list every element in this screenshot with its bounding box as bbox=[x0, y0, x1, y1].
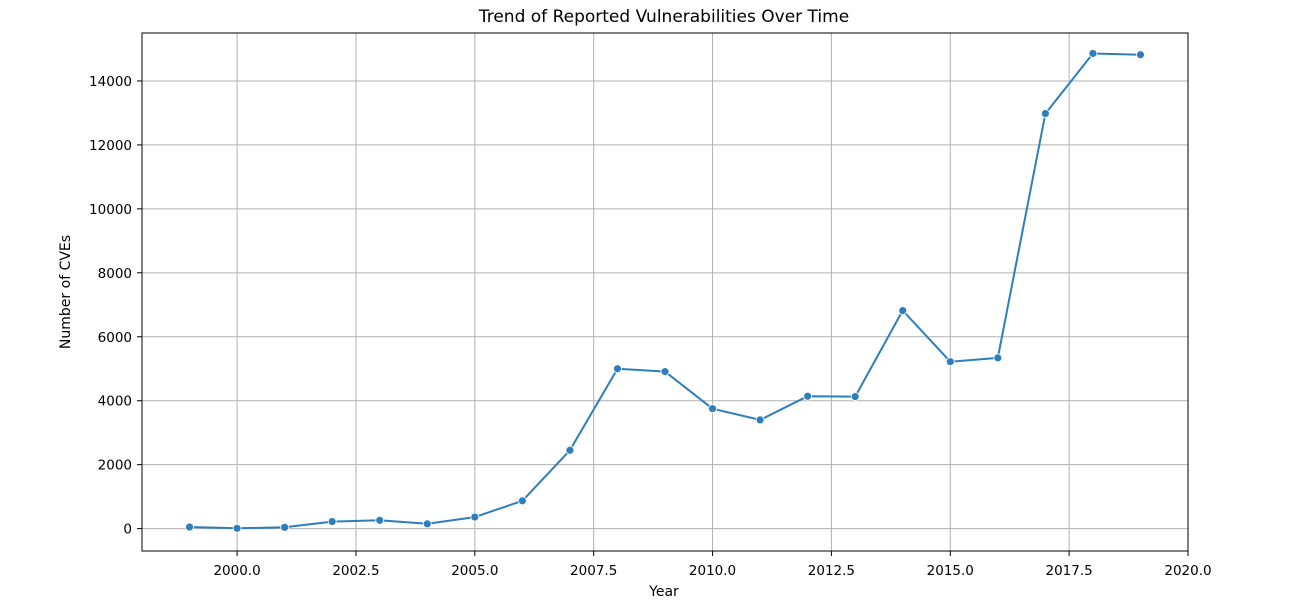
data-point bbox=[1088, 49, 1098, 58]
data-point bbox=[803, 391, 813, 401]
data-point bbox=[660, 367, 670, 377]
y-tick-label: 10000 bbox=[89, 202, 132, 218]
y-tick-label: 12000 bbox=[89, 138, 132, 154]
y-axis-label: Number of CVEs bbox=[58, 235, 74, 349]
y-tick-label: 4000 bbox=[98, 394, 132, 410]
x-tick-label: 2002.5 bbox=[332, 563, 379, 579]
x-tick-label: 2020.0 bbox=[1164, 563, 1211, 579]
y-axis-ticks: 0 2000 4000 6000 8000 10000 12000 14000 bbox=[89, 74, 142, 538]
x-tick-label: 2012.5 bbox=[808, 563, 855, 579]
chart-title: Trend of Reported Vulnerabilities Over T… bbox=[478, 7, 849, 27]
markers-layer bbox=[185, 49, 1145, 533]
data-point bbox=[517, 496, 527, 506]
gridlines bbox=[142, 33, 1189, 551]
data-point bbox=[945, 357, 955, 367]
data-point bbox=[375, 515, 385, 525]
y-tick-label: 2000 bbox=[98, 458, 132, 474]
data-point bbox=[708, 404, 717, 414]
x-tick-label: 2010.0 bbox=[689, 563, 736, 579]
x-tick-label: 2017.5 bbox=[1046, 563, 1093, 579]
x-tick-label: 2000.0 bbox=[213, 563, 260, 579]
data-point bbox=[993, 353, 1003, 363]
y-tick-label: 8000 bbox=[98, 266, 132, 282]
data-point bbox=[1040, 109, 1050, 118]
x-tick-label: 2007.5 bbox=[570, 563, 617, 579]
x-axis-ticks: 2000.0 2002.5 2005.0 2007.5 2010.0 2012.5 2015… bbox=[213, 551, 1212, 579]
data-point bbox=[232, 523, 242, 533]
data-point bbox=[1136, 50, 1145, 60]
y-tick-label: 14000 bbox=[89, 74, 132, 90]
data-point bbox=[280, 522, 290, 532]
series-layer bbox=[189, 52, 1141, 530]
data-point bbox=[422, 519, 432, 529]
y-tick-label: 0 bbox=[123, 522, 132, 538]
x-tick-label: 2015.0 bbox=[927, 563, 974, 579]
data-point bbox=[565, 445, 575, 455]
series-line bbox=[189, 52, 1141, 530]
y-tick-label: 6000 bbox=[98, 330, 132, 346]
data-point bbox=[470, 512, 480, 522]
data-point bbox=[898, 306, 908, 315]
data-point bbox=[327, 517, 337, 526]
data-point bbox=[850, 392, 860, 401]
x-tick-label: 2005.0 bbox=[451, 563, 498, 579]
data-point bbox=[613, 364, 622, 374]
x-axis-label: Year bbox=[648, 584, 679, 600]
plot-frame bbox=[141, 32, 1189, 552]
data-point bbox=[185, 522, 194, 532]
data-point bbox=[755, 415, 765, 425]
